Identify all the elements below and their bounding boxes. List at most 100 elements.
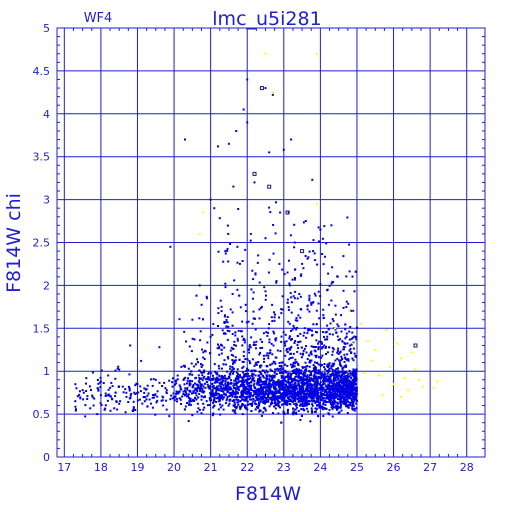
data-point	[261, 341, 264, 343]
data-point	[268, 396, 271, 399]
data-point	[176, 378, 179, 381]
data-point	[324, 255, 326, 258]
data-point	[256, 380, 259, 383]
data-point	[188, 384, 191, 387]
data-point	[336, 323, 339, 326]
data-point	[299, 332, 302, 335]
data-point	[294, 277, 296, 279]
data-point	[111, 385, 114, 388]
data-point	[300, 387, 303, 390]
data-point	[257, 388, 260, 391]
data-point	[230, 393, 233, 396]
data-point	[278, 262, 281, 265]
data-point	[241, 320, 244, 323]
data-point	[266, 375, 268, 378]
y-tick-label: 0	[43, 451, 50, 464]
data-point	[258, 378, 261, 381]
data-point	[341, 368, 344, 371]
data-point	[280, 421, 283, 424]
data-point	[306, 401, 309, 404]
data-point	[336, 401, 339, 404]
data-point	[242, 365, 245, 368]
data-point	[132, 407, 135, 410]
data-point	[255, 397, 258, 400]
y-tick-label: 1	[43, 365, 50, 378]
data-point	[328, 333, 331, 336]
open-data-point	[300, 249, 305, 254]
data-point	[283, 396, 286, 399]
data-point	[305, 368, 308, 371]
data-point	[338, 375, 340, 378]
data-point	[190, 400, 193, 403]
data-point	[330, 367, 333, 370]
data-point	[302, 390, 305, 393]
data-point	[298, 376, 301, 378]
data-point	[348, 383, 351, 385]
data-point	[301, 400, 304, 403]
data-point	[345, 380, 347, 383]
data-point	[197, 384, 200, 387]
data-point	[312, 323, 315, 326]
data-point	[351, 379, 354, 381]
data-point	[274, 390, 277, 393]
data-point	[306, 400, 309, 403]
data-point	[216, 380, 219, 383]
data-point	[247, 378, 249, 381]
data-point	[224, 382, 227, 385]
data-point	[336, 335, 339, 338]
data-point	[274, 232, 277, 235]
data-point	[257, 361, 260, 364]
data-point	[332, 394, 335, 397]
data-point	[339, 389, 342, 392]
x-tick-label: 19	[130, 461, 144, 474]
data-point	[314, 407, 317, 410]
data-point	[294, 386, 297, 389]
data-point	[313, 252, 316, 255]
data-point	[289, 392, 292, 395]
data-point	[260, 396, 263, 399]
data-point	[262, 376, 265, 379]
data-point	[234, 379, 237, 382]
data-point	[290, 345, 293, 348]
data-point	[269, 403, 272, 406]
data-point	[229, 371, 232, 374]
data-point	[337, 405, 339, 408]
data-point	[320, 384, 323, 387]
data-point	[165, 389, 168, 392]
data-point	[265, 399, 268, 402]
data-point	[271, 320, 274, 323]
data-point	[296, 371, 299, 374]
data-point	[269, 392, 272, 394]
data-point	[286, 394, 289, 397]
data-point	[76, 395, 79, 398]
data-point	[291, 328, 294, 331]
data-point	[106, 394, 109, 397]
data-point	[179, 386, 182, 389]
data-point	[233, 401, 236, 404]
data-point	[236, 245, 239, 248]
data-point	[219, 403, 221, 406]
data-point	[261, 389, 264, 392]
yellow-data-point	[421, 385, 424, 388]
data-point	[308, 294, 311, 297]
data-point	[245, 396, 248, 399]
data-point	[298, 389, 301, 392]
data-point	[299, 404, 301, 407]
data-point	[226, 385, 229, 388]
data-point	[294, 375, 297, 378]
data-point	[279, 406, 282, 409]
data-point	[335, 396, 338, 399]
data-point	[177, 392, 180, 395]
data-point	[268, 206, 271, 209]
data-point	[321, 253, 324, 255]
data-point	[302, 221, 305, 224]
data-point	[233, 279, 236, 282]
data-point	[268, 258, 271, 261]
data-point	[336, 389, 339, 392]
data-point	[248, 390, 250, 393]
yellow-data-point	[410, 351, 413, 354]
data-point	[247, 320, 250, 323]
data-point	[286, 403, 289, 406]
data-point	[116, 408, 119, 411]
data-point	[155, 401, 158, 404]
